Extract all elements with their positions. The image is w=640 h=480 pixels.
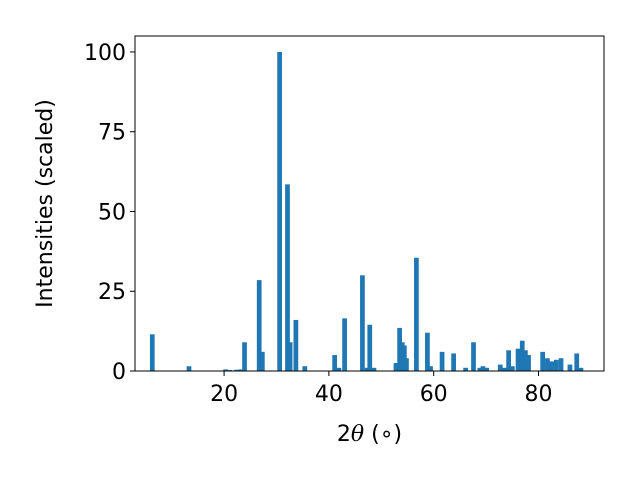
bar bbox=[360, 275, 365, 371]
bar bbox=[293, 319, 299, 371]
bar bbox=[451, 353, 456, 371]
x-tick-label: 40 bbox=[315, 382, 343, 407]
bar bbox=[463, 367, 469, 371]
bar bbox=[234, 369, 240, 371]
bar bbox=[302, 366, 308, 371]
bar bbox=[484, 367, 489, 371]
bar bbox=[397, 327, 402, 371]
x-tick-label: 20 bbox=[210, 382, 238, 407]
bar bbox=[515, 348, 521, 371]
bar bbox=[425, 332, 430, 371]
bar bbox=[238, 369, 244, 371]
x-axis-ticks: 20 40 60 80 bbox=[210, 371, 552, 407]
bar bbox=[371, 367, 377, 371]
bar bbox=[404, 358, 409, 371]
y-axis-ticks: 0 25 50 75 100 bbox=[84, 41, 135, 385]
bar bbox=[367, 324, 373, 371]
bar bbox=[256, 280, 262, 371]
x-tick-label: 80 bbox=[524, 382, 552, 407]
x-axis-label-prefix: 2 bbox=[337, 422, 351, 447]
plot-frame bbox=[134, 35, 605, 372]
bar bbox=[553, 359, 559, 371]
x-axis-label-symbol: θ bbox=[351, 422, 364, 447]
bar bbox=[414, 257, 419, 371]
x-tick-label: 60 bbox=[420, 382, 448, 407]
bar bbox=[242, 342, 247, 371]
bar bbox=[186, 366, 192, 371]
bar bbox=[549, 361, 554, 371]
bar bbox=[526, 355, 531, 371]
bar bbox=[540, 351, 546, 371]
y-axis-label: Intensities (scaled) bbox=[33, 99, 58, 308]
bar-series bbox=[149, 51, 584, 371]
bar bbox=[393, 363, 399, 371]
bar bbox=[480, 366, 486, 371]
bar bbox=[364, 367, 370, 371]
bar bbox=[287, 342, 293, 371]
bar bbox=[439, 351, 445, 371]
bar bbox=[523, 350, 528, 371]
bar bbox=[519, 340, 525, 371]
bar bbox=[497, 364, 503, 371]
y-tick-label: 50 bbox=[98, 200, 126, 225]
y-tick-label: 100 bbox=[84, 41, 126, 66]
bar bbox=[471, 342, 476, 371]
y-tick-label: 25 bbox=[98, 280, 126, 305]
bar bbox=[336, 367, 342, 371]
bar bbox=[502, 367, 507, 371]
bar bbox=[578, 367, 584, 371]
bar bbox=[567, 364, 573, 371]
bar bbox=[223, 369, 229, 371]
bar bbox=[477, 367, 483, 371]
bar bbox=[545, 358, 550, 371]
bar bbox=[574, 353, 580, 371]
y-tick-label: 75 bbox=[98, 121, 126, 146]
bar bbox=[428, 366, 433, 371]
bar bbox=[149, 334, 155, 371]
x-axis-label-suffix: (∘) bbox=[364, 422, 402, 447]
bar bbox=[509, 366, 515, 371]
x-axis-label: 2θ (∘) bbox=[337, 422, 402, 447]
bar bbox=[259, 351, 265, 371]
bar bbox=[342, 318, 347, 371]
y-tick-label: 0 bbox=[112, 360, 126, 385]
bar bbox=[332, 355, 338, 371]
bar bbox=[285, 184, 290, 371]
bar bbox=[558, 358, 564, 371]
bar bbox=[277, 51, 282, 371]
bar bbox=[506, 350, 511, 371]
